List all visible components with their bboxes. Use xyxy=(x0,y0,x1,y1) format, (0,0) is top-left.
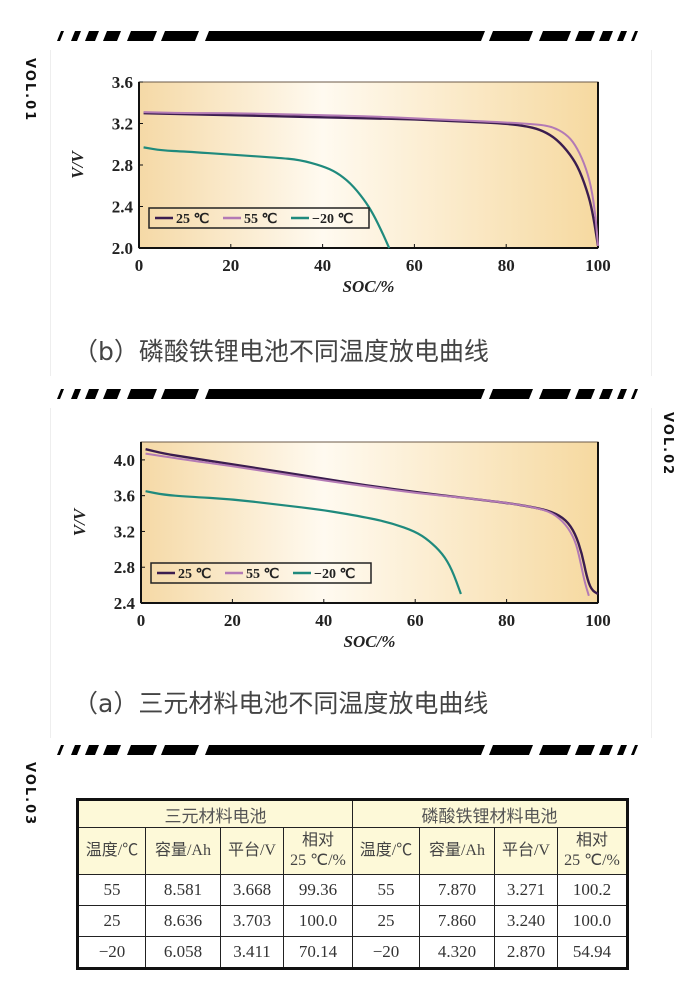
svg-text:SOC/%: SOC/% xyxy=(343,277,395,296)
svg-text:60: 60 xyxy=(406,256,423,275)
cell: 3.271 xyxy=(494,874,558,906)
cell: 100.0 xyxy=(557,905,628,937)
col-header-line: 相对 xyxy=(575,832,608,849)
table-row: 55 8.581 3.668 99.36 55 7.870 3.271 100.… xyxy=(77,874,628,906)
cell: 8.581 xyxy=(145,874,221,906)
svg-text:2.4: 2.4 xyxy=(114,594,136,613)
cell: 3.668 xyxy=(220,874,284,906)
table-row: 25 8.636 3.703 100.0 25 7.860 3.240 100.… xyxy=(77,905,628,937)
col-header-line: 25 ℃/% xyxy=(290,852,346,869)
cell: 100.2 xyxy=(557,874,628,906)
cell: 25 xyxy=(77,905,146,937)
svg-text:55 ℃: 55 ℃ xyxy=(246,567,280,582)
caption-chart-b: （b）磷酸铁锂电池不同温度放电曲线 xyxy=(73,337,489,366)
svg-text:40: 40 xyxy=(314,256,331,275)
cell: 7.860 xyxy=(419,905,495,937)
col-header: 相对 25 ℃/% xyxy=(283,827,353,875)
svg-text:100: 100 xyxy=(585,256,611,275)
cell: 25 xyxy=(352,905,420,937)
svg-text:80: 80 xyxy=(498,611,515,630)
cell: 100.0 xyxy=(283,905,353,937)
svg-text:80: 80 xyxy=(498,256,515,275)
panel-chart-a: 0 20 40 60 80 100 2.4 2.8 3.2 3.6 4.0 SOC/% V/V 25 ℃ 5… xyxy=(50,408,652,738)
col-header: 温度/℃ xyxy=(77,827,146,875)
cell: 55 xyxy=(352,874,420,906)
group-header-lfp: 磷酸铁锂材料电池 xyxy=(352,799,628,828)
svg-text:V/V: V/V xyxy=(68,150,87,179)
svg-text:0: 0 xyxy=(135,256,144,275)
svg-text:−20 ℃: −20 ℃ xyxy=(312,212,353,227)
svg-text:100: 100 xyxy=(585,611,611,630)
col-header: 平台/V xyxy=(220,827,284,875)
cell: 3.240 xyxy=(494,905,558,937)
svg-text:25 ℃: 25 ℃ xyxy=(178,567,212,582)
chart-a: 0 20 40 60 80 100 2.4 2.8 3.2 3.6 4.0 SOC/% V/V 25 ℃ 5… xyxy=(70,441,611,651)
svg-text:55 ℃: 55 ℃ xyxy=(244,212,278,227)
cell: 3.703 xyxy=(220,905,284,937)
cell: 7.870 xyxy=(419,874,495,906)
cell: 99.36 xyxy=(283,874,353,906)
col-header: 容量/Ah xyxy=(419,827,495,875)
svg-text:3.2: 3.2 xyxy=(114,522,135,541)
cell: 54.94 xyxy=(557,936,628,969)
svg-text:2.0: 2.0 xyxy=(112,239,133,258)
cell: 55 xyxy=(77,874,146,906)
svg-text:20: 20 xyxy=(222,256,239,275)
vol-label-1: VOL.01 xyxy=(22,58,37,123)
cell: 2.870 xyxy=(494,936,558,969)
cell: 70.14 xyxy=(283,936,353,969)
chart-b: 0 20 40 60 80 100 2.0 2.4 2.8 3.2 3.6 SOC/% V/V 25 ℃ 5… xyxy=(68,73,611,296)
svg-text:V/V: V/V xyxy=(70,507,89,536)
svg-text:3.6: 3.6 xyxy=(114,487,135,506)
panel-chart-b: 0 20 40 60 80 100 2.0 2.4 2.8 3.2 3.6 SOC/% V/V 25 ℃ 5… xyxy=(50,50,652,376)
svg-text:4.0: 4.0 xyxy=(114,451,135,470)
table-row: −20 6.058 3.411 70.14 −20 4.320 2.870 54… xyxy=(77,936,628,969)
svg-text:40: 40 xyxy=(315,611,332,630)
svg-text:2.4: 2.4 xyxy=(112,198,134,217)
col-header: 容量/Ah xyxy=(145,827,221,875)
cell: −20 xyxy=(352,936,420,969)
cell: 8.636 xyxy=(145,905,221,937)
stripe-divider xyxy=(57,389,638,399)
svg-text:3.2: 3.2 xyxy=(112,115,133,134)
svg-text:−20 ℃: −20 ℃ xyxy=(314,567,355,582)
cell: 4.320 xyxy=(419,936,495,969)
cell: −20 xyxy=(77,936,146,969)
col-header-line: 25 ℃/% xyxy=(564,852,620,869)
group-header-ncm: 三元材料电池 xyxy=(77,799,353,828)
svg-text:25 ℃: 25 ℃ xyxy=(176,212,210,227)
svg-text:2.8: 2.8 xyxy=(112,156,133,175)
vol-label-2: VOL.02 xyxy=(660,412,675,477)
col-header: 平台/V xyxy=(494,827,558,875)
svg-text:3.6: 3.6 xyxy=(112,73,133,92)
stripe-divider xyxy=(57,31,638,41)
comparison-table: 三元材料电池 磷酸铁锂材料电池 温度/℃ 容量/Ah 平台/V 相对 25 ℃/%… xyxy=(76,798,629,970)
stripe-divider xyxy=(57,745,638,755)
svg-text:SOC/%: SOC/% xyxy=(344,632,396,651)
col-header-line: 相对 xyxy=(301,832,334,849)
cell: 3.411 xyxy=(220,936,284,969)
svg-text:0: 0 xyxy=(137,611,146,630)
svg-text:2.8: 2.8 xyxy=(114,558,135,577)
col-header: 温度/℃ xyxy=(352,827,420,875)
caption-chart-a: （a）三元材料电池不同温度放电曲线 xyxy=(73,689,489,718)
col-header: 相对 25 ℃/% xyxy=(557,827,628,875)
svg-text:20: 20 xyxy=(224,611,241,630)
vol-label-3: VOL.03 xyxy=(22,762,37,827)
cell: 6.058 xyxy=(145,936,221,969)
svg-text:60: 60 xyxy=(407,611,424,630)
